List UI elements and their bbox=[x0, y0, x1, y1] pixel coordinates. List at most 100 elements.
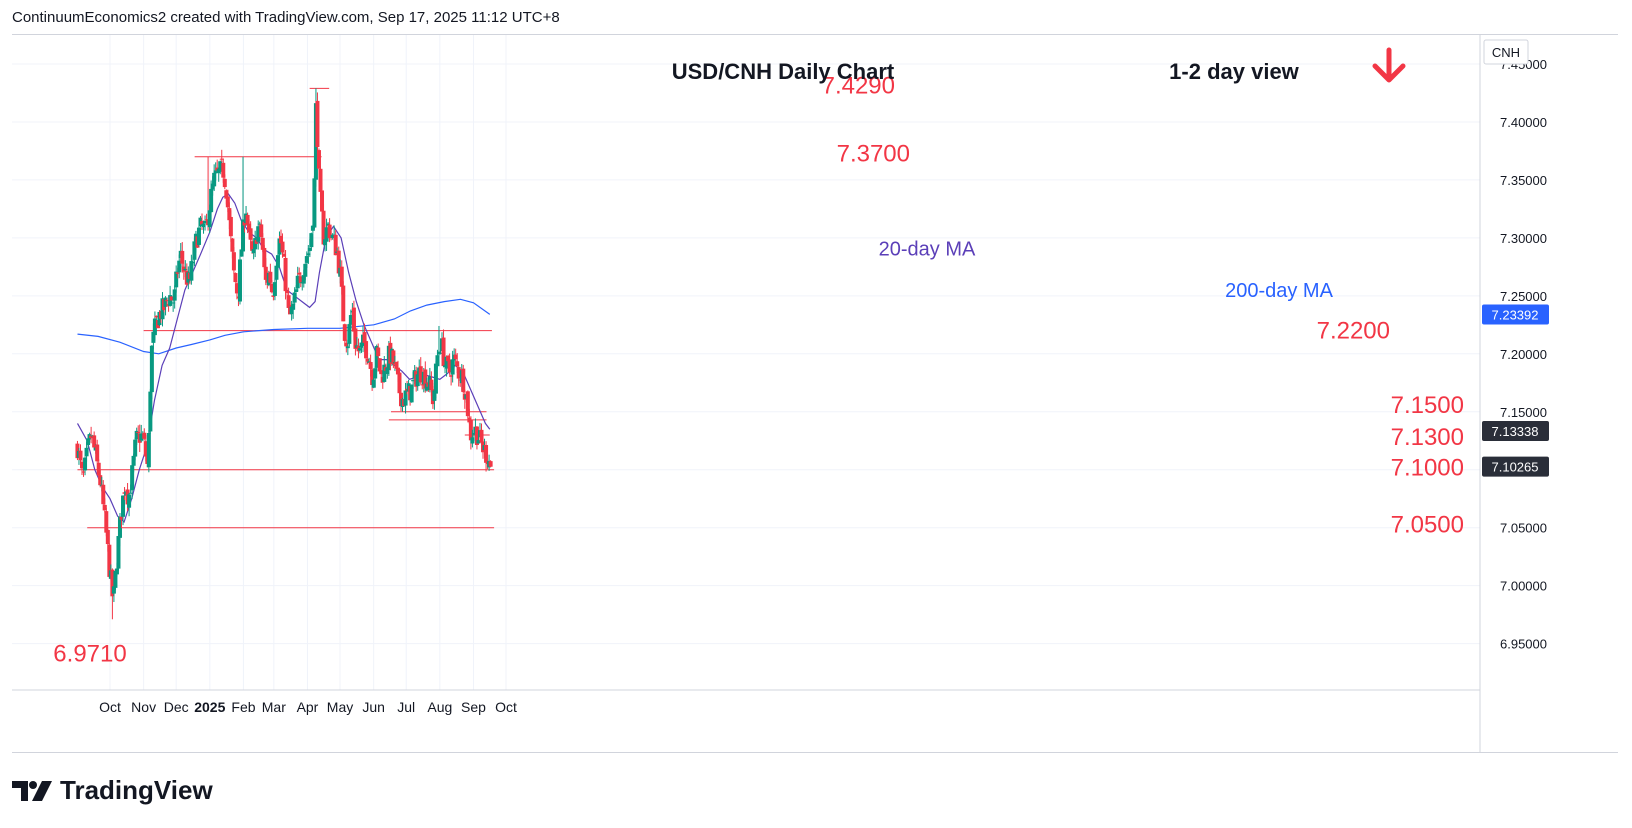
x-tick-label: Oct bbox=[99, 699, 121, 715]
price-tag-label: 7.23392 bbox=[1492, 307, 1539, 322]
candle-body bbox=[312, 178, 317, 228]
candle-body bbox=[294, 289, 299, 292]
candle-body bbox=[146, 433, 151, 468]
candle-body bbox=[282, 253, 287, 257]
candle-body bbox=[250, 241, 255, 251]
ma200-line bbox=[77, 298, 491, 355]
candle-body bbox=[107, 544, 112, 577]
candle-body bbox=[309, 233, 314, 248]
level-label: 7.1500 bbox=[1391, 392, 1464, 419]
x-tick-label: Jun bbox=[362, 699, 385, 715]
candle-body bbox=[295, 275, 300, 289]
candle-body bbox=[80, 461, 85, 469]
candle-body bbox=[423, 369, 428, 389]
candle-body bbox=[447, 359, 452, 373]
candle-body bbox=[330, 234, 335, 238]
candle-body bbox=[316, 150, 321, 169]
candle-body bbox=[152, 318, 157, 336]
candle-body bbox=[374, 346, 379, 368]
candle-body bbox=[207, 210, 212, 228]
candle-body bbox=[189, 261, 194, 281]
candle-body bbox=[364, 341, 369, 359]
candle-body bbox=[446, 355, 451, 362]
candle-body bbox=[474, 426, 479, 446]
y-tick-label: 7.25000 bbox=[1500, 289, 1547, 304]
candle-body bbox=[444, 356, 449, 369]
candle-body bbox=[247, 223, 252, 231]
candle-body bbox=[190, 262, 195, 264]
level-label: 7.4290 bbox=[822, 72, 895, 99]
chart-author-header: ContinuumEconomics2 created with Trading… bbox=[12, 9, 560, 26]
candle-body bbox=[280, 241, 285, 253]
candle-body bbox=[83, 457, 88, 471]
candle-body bbox=[142, 432, 147, 439]
candle-body bbox=[104, 511, 109, 533]
candle-body bbox=[78, 450, 83, 461]
candle-body bbox=[113, 570, 118, 588]
candle-body bbox=[403, 390, 408, 406]
candle-body bbox=[468, 420, 473, 441]
candle-body bbox=[228, 216, 233, 237]
y-tick-label: 7.15000 bbox=[1500, 405, 1547, 420]
candle-body bbox=[351, 307, 356, 332]
candle-body bbox=[347, 324, 352, 344]
candle-body bbox=[397, 372, 402, 394]
price-tag-last bbox=[1482, 456, 1549, 477]
candle-body bbox=[133, 439, 138, 457]
candle-body bbox=[239, 249, 244, 257]
candle-body bbox=[260, 237, 265, 250]
candle-body bbox=[297, 272, 302, 275]
low-level-label: 6.9710 bbox=[53, 640, 126, 667]
candle-body bbox=[95, 444, 100, 462]
tradingview-logo-icon bbox=[12, 780, 52, 801]
candle-body bbox=[453, 354, 458, 359]
symbol-box bbox=[1483, 39, 1529, 65]
candle-body bbox=[357, 348, 362, 351]
level-label: 7.0500 bbox=[1391, 512, 1464, 539]
level-label: 7.1000 bbox=[1391, 455, 1464, 482]
candle-body bbox=[391, 350, 396, 365]
candle-body bbox=[257, 223, 262, 225]
ma200-label: 200-day MA bbox=[1225, 280, 1333, 302]
candle-body bbox=[259, 224, 264, 238]
candle-body bbox=[117, 516, 122, 538]
chart-frame-top-border bbox=[12, 34, 1618, 35]
candle-body bbox=[339, 266, 344, 287]
candle-body bbox=[110, 569, 115, 597]
candle-body bbox=[230, 238, 235, 252]
candle-body bbox=[148, 391, 153, 432]
candle-body bbox=[143, 441, 148, 457]
candle-body bbox=[248, 228, 253, 240]
candle-body bbox=[484, 444, 489, 463]
candle-body bbox=[341, 285, 346, 322]
candle-body bbox=[81, 471, 86, 473]
candle-body bbox=[429, 379, 434, 390]
candle-body bbox=[222, 178, 227, 188]
candle-body bbox=[304, 256, 309, 263]
candle-body bbox=[165, 300, 170, 302]
tradingview-brand[interactable]: TradingView bbox=[12, 775, 213, 806]
candle-body bbox=[411, 380, 416, 382]
candle-body bbox=[263, 266, 268, 280]
candle-body bbox=[210, 183, 215, 190]
candle-body bbox=[476, 440, 481, 444]
candle-body bbox=[111, 586, 116, 594]
candle-body bbox=[376, 347, 381, 357]
candle-body bbox=[310, 225, 315, 231]
candle-body bbox=[227, 208, 232, 221]
x-tick-label: Nov bbox=[131, 699, 156, 715]
candle-body bbox=[101, 484, 106, 505]
candle-body bbox=[382, 364, 387, 382]
candle-body bbox=[201, 223, 206, 228]
candle-body bbox=[333, 234, 338, 256]
candle-body bbox=[274, 265, 279, 280]
candle-body bbox=[385, 367, 390, 375]
candle-body bbox=[119, 516, 124, 520]
candle-body bbox=[275, 255, 280, 268]
candle-body bbox=[177, 260, 182, 273]
candle-body bbox=[348, 315, 353, 325]
candle-body bbox=[272, 282, 277, 296]
candle-body bbox=[292, 292, 297, 303]
candle-body bbox=[192, 241, 197, 260]
